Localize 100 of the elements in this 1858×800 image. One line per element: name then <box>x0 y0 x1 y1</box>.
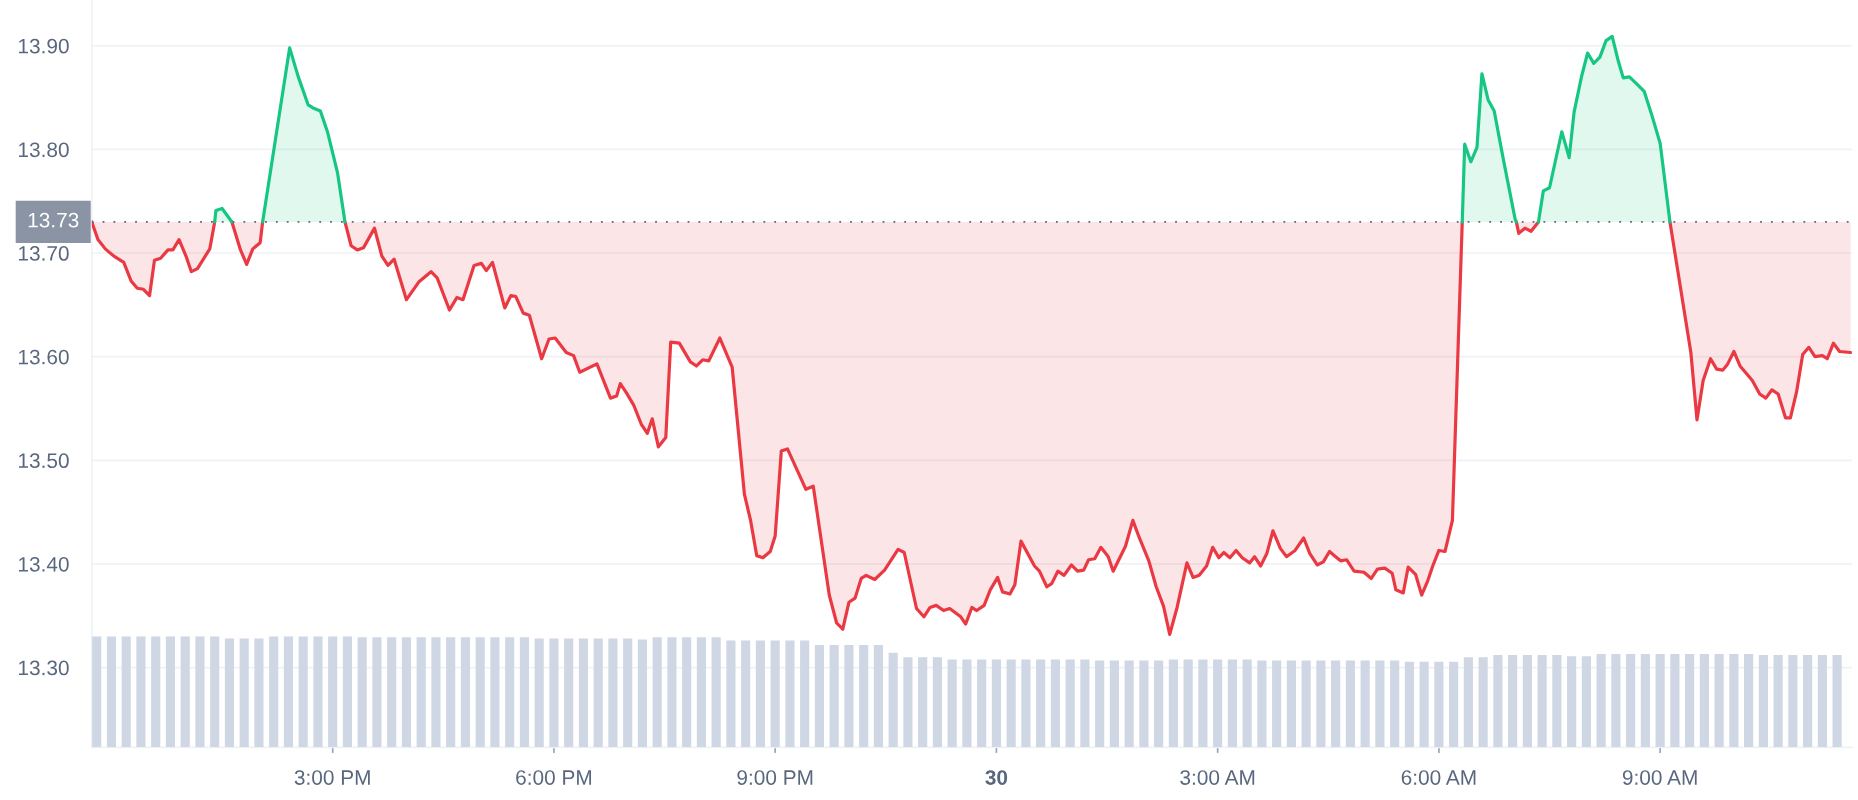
bar <box>1404 661 1414 748</box>
bar <box>416 637 426 748</box>
bar <box>180 636 190 748</box>
bar <box>962 659 972 748</box>
y-tick-label: 13.90 <box>19 38 69 54</box>
bar <box>1773 655 1783 748</box>
bar <box>1375 660 1385 748</box>
bar <box>1537 655 1547 748</box>
bar <box>1493 655 1503 748</box>
bar <box>283 636 294 748</box>
bar <box>682 637 692 748</box>
bar <box>800 640 810 748</box>
bar <box>549 638 559 748</box>
bar <box>357 637 367 748</box>
bar <box>328 636 338 748</box>
bar <box>1581 656 1591 748</box>
bar <box>136 636 146 748</box>
bar <box>92 636 102 748</box>
bar <box>903 657 913 748</box>
bar <box>1699 653 1709 748</box>
bar <box>224 638 235 748</box>
bar <box>1419 661 1429 748</box>
y-tick-label: 13.80 <box>19 142 69 158</box>
bar <box>1434 661 1444 748</box>
bar <box>1286 660 1296 748</box>
bar <box>873 645 883 748</box>
y-tick-label: 13.60 <box>19 349 69 365</box>
bar <box>151 636 161 748</box>
bar <box>475 637 485 748</box>
bar <box>977 659 987 748</box>
bar <box>1065 659 1075 748</box>
bar <box>593 638 603 748</box>
bar <box>1508 655 1518 748</box>
bar <box>785 640 795 748</box>
bar <box>814 645 824 748</box>
bar <box>947 659 957 748</box>
bar <box>446 637 456 748</box>
bar <box>1478 657 1488 748</box>
bar <box>578 638 588 748</box>
bar <box>1124 660 1134 748</box>
bar <box>696 637 706 748</box>
bar <box>564 638 574 748</box>
bar <box>1183 659 1193 748</box>
bar <box>519 637 529 748</box>
y-tick-label: 13.30 <box>19 660 69 676</box>
bar <box>1021 659 1031 748</box>
bar <box>1006 659 1016 748</box>
bar <box>623 638 633 748</box>
bar <box>1301 660 1311 748</box>
bar <box>741 640 751 748</box>
bar <box>1655 653 1665 748</box>
bar <box>1213 659 1223 748</box>
bar <box>637 639 647 748</box>
bar <box>991 659 1001 748</box>
bar <box>1154 660 1164 748</box>
bar <box>1242 659 1252 748</box>
bar <box>1817 655 1827 748</box>
bar <box>1036 659 1046 748</box>
bar <box>667 637 677 748</box>
bar <box>1198 659 1208 748</box>
bar <box>1109 660 1119 748</box>
bar <box>342 636 353 748</box>
bar <box>1449 661 1459 748</box>
bar <box>1714 653 1724 748</box>
bar <box>652 637 662 748</box>
bar <box>888 652 898 748</box>
bar <box>239 638 249 748</box>
ref-line-label: 13.73 <box>28 212 79 228</box>
bar <box>1463 657 1473 748</box>
bar <box>755 640 765 748</box>
bar <box>534 638 544 748</box>
bar <box>1758 655 1768 748</box>
bar <box>490 637 500 748</box>
bar <box>844 645 854 748</box>
bar <box>254 638 264 748</box>
bar <box>859 645 869 748</box>
bar <box>401 637 412 748</box>
bar <box>1272 660 1282 748</box>
y-tick-label: 13.50 <box>19 453 69 469</box>
bar <box>1331 660 1341 748</box>
bar <box>1832 655 1842 748</box>
bar <box>1729 653 1739 748</box>
bar <box>1803 655 1813 748</box>
bar <box>165 636 176 748</box>
bar <box>298 636 308 748</box>
bar <box>1626 653 1636 748</box>
y-tick-label: 13.40 <box>19 556 69 572</box>
bar <box>726 640 736 748</box>
bar <box>608 638 618 748</box>
x-tick-label: 9:00 AM <box>1622 770 1697 785</box>
bar <box>1744 653 1754 748</box>
bar <box>1788 655 1798 748</box>
bar <box>1390 660 1400 748</box>
bar <box>770 640 780 748</box>
bar <box>711 637 721 748</box>
bar <box>121 636 131 748</box>
bar <box>1345 660 1355 748</box>
bar <box>387 637 397 748</box>
bar <box>1596 653 1606 748</box>
y-tick-label: 13.70 <box>19 246 69 261</box>
